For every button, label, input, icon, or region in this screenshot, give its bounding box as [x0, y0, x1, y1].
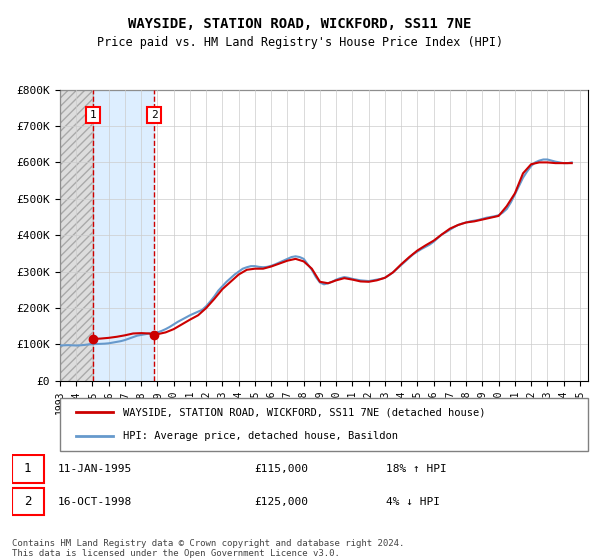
Text: 11-JAN-1995: 11-JAN-1995: [58, 464, 133, 474]
Text: WAYSIDE, STATION ROAD, WICKFORD, SS11 7NE: WAYSIDE, STATION ROAD, WICKFORD, SS11 7N…: [128, 17, 472, 31]
Text: £115,000: £115,000: [254, 464, 308, 474]
Text: 18% ↑ HPI: 18% ↑ HPI: [386, 464, 447, 474]
Text: 4% ↓ HPI: 4% ↓ HPI: [386, 497, 440, 507]
Text: 2: 2: [151, 110, 157, 120]
Bar: [60, 90, 93, 381]
Text: 2: 2: [24, 495, 31, 508]
Bar: [60, 90, 93, 381]
FancyBboxPatch shape: [12, 455, 44, 483]
Text: HPI: Average price, detached house, Basildon: HPI: Average price, detached house, Basi…: [124, 431, 398, 441]
Bar: [93, 90, 154, 381]
FancyBboxPatch shape: [60, 398, 588, 451]
Text: 16-OCT-1998: 16-OCT-1998: [58, 497, 133, 507]
FancyBboxPatch shape: [12, 488, 44, 515]
Text: £125,000: £125,000: [254, 497, 308, 507]
Text: 1: 1: [89, 110, 97, 120]
Text: WAYSIDE, STATION ROAD, WICKFORD, SS11 7NE (detached house): WAYSIDE, STATION ROAD, WICKFORD, SS11 7N…: [124, 408, 486, 418]
Text: 1: 1: [24, 463, 31, 475]
Text: Price paid vs. HM Land Registry's House Price Index (HPI): Price paid vs. HM Land Registry's House …: [97, 36, 503, 49]
Text: Contains HM Land Registry data © Crown copyright and database right 2024.
This d: Contains HM Land Registry data © Crown c…: [12, 539, 404, 558]
